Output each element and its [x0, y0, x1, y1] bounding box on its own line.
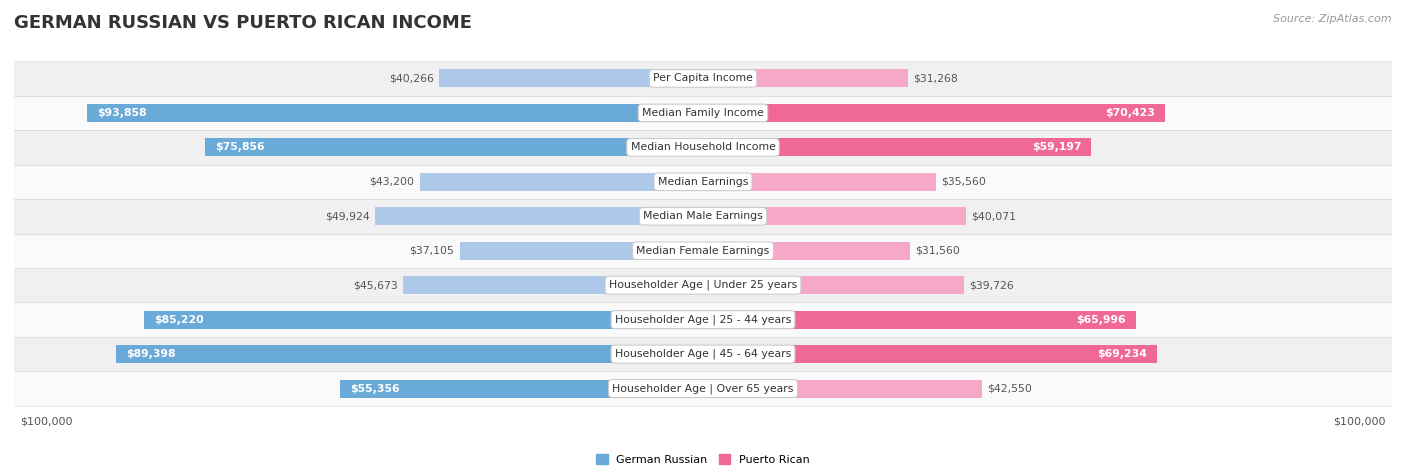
- Bar: [703, 70, 908, 87]
- Bar: [205, 138, 703, 156]
- Text: Median Household Income: Median Household Income: [630, 142, 776, 152]
- Text: $42,550: $42,550: [987, 383, 1032, 394]
- Text: GERMAN RUSSIAN VS PUERTO RICAN INCOME: GERMAN RUSSIAN VS PUERTO RICAN INCOME: [14, 14, 472, 32]
- Text: $40,266: $40,266: [388, 73, 433, 84]
- Text: Householder Age | Under 25 years: Householder Age | Under 25 years: [609, 280, 797, 290]
- Text: Median Female Earnings: Median Female Earnings: [637, 246, 769, 256]
- Text: $89,398: $89,398: [127, 349, 176, 359]
- Bar: [14, 199, 1392, 234]
- Bar: [14, 234, 1392, 268]
- Bar: [14, 371, 1392, 406]
- Bar: [14, 337, 1392, 371]
- Text: $31,560: $31,560: [915, 246, 960, 256]
- Text: Median Family Income: Median Family Income: [643, 108, 763, 118]
- Bar: [404, 276, 703, 294]
- Text: $65,996: $65,996: [1077, 315, 1126, 325]
- Text: $37,105: $37,105: [409, 246, 454, 256]
- Text: $31,268: $31,268: [914, 73, 957, 84]
- Bar: [87, 104, 703, 122]
- Text: $45,673: $45,673: [353, 280, 398, 290]
- Bar: [375, 207, 703, 225]
- Bar: [439, 70, 703, 87]
- Bar: [14, 130, 1392, 164]
- Bar: [703, 173, 936, 191]
- Text: Source: ZipAtlas.com: Source: ZipAtlas.com: [1274, 14, 1392, 24]
- Bar: [14, 164, 1392, 199]
- Bar: [703, 242, 910, 260]
- Text: Median Earnings: Median Earnings: [658, 177, 748, 187]
- Bar: [14, 268, 1392, 303]
- Text: Householder Age | 25 - 44 years: Householder Age | 25 - 44 years: [614, 314, 792, 325]
- Text: $43,200: $43,200: [370, 177, 415, 187]
- Bar: [703, 380, 983, 397]
- Text: Per Capita Income: Per Capita Income: [652, 73, 754, 84]
- Text: $93,858: $93,858: [97, 108, 146, 118]
- Bar: [703, 276, 963, 294]
- Text: $59,197: $59,197: [1032, 142, 1081, 152]
- Bar: [703, 138, 1091, 156]
- Bar: [117, 345, 703, 363]
- Bar: [419, 173, 703, 191]
- Text: $69,234: $69,234: [1098, 349, 1147, 359]
- Text: $40,071: $40,071: [972, 211, 1017, 221]
- Text: $35,560: $35,560: [942, 177, 987, 187]
- Legend: German Russian, Puerto Rican: German Russian, Puerto Rican: [592, 450, 814, 467]
- Text: $55,356: $55,356: [350, 383, 399, 394]
- Text: $49,924: $49,924: [325, 211, 370, 221]
- Text: Median Male Earnings: Median Male Earnings: [643, 211, 763, 221]
- Text: $85,220: $85,220: [153, 315, 204, 325]
- Bar: [143, 311, 703, 329]
- Text: $75,856: $75,856: [215, 142, 264, 152]
- Bar: [703, 345, 1157, 363]
- Text: $70,423: $70,423: [1105, 108, 1156, 118]
- Bar: [460, 242, 703, 260]
- Bar: [340, 380, 703, 397]
- Bar: [703, 104, 1166, 122]
- Text: Householder Age | 45 - 64 years: Householder Age | 45 - 64 years: [614, 349, 792, 359]
- Text: Householder Age | Over 65 years: Householder Age | Over 65 years: [612, 383, 794, 394]
- Bar: [14, 303, 1392, 337]
- Bar: [14, 96, 1392, 130]
- Text: $39,726: $39,726: [969, 280, 1014, 290]
- Bar: [703, 207, 966, 225]
- Bar: [703, 311, 1136, 329]
- Bar: [14, 61, 1392, 96]
